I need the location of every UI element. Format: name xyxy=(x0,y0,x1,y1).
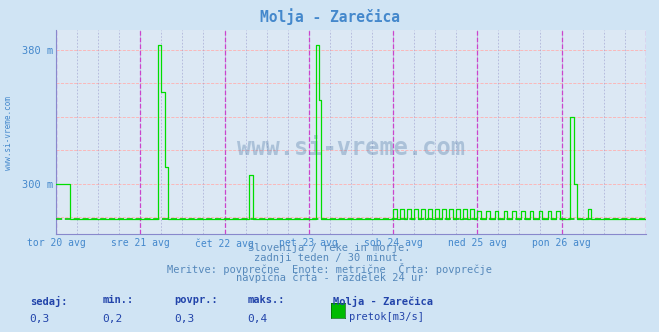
Text: min.:: min.: xyxy=(102,295,133,305)
Text: 0,3: 0,3 xyxy=(30,314,50,324)
Text: Molja - Zarečica: Molja - Zarečica xyxy=(333,295,433,306)
Text: www.si-vreme.com: www.si-vreme.com xyxy=(237,136,465,160)
Text: 0,2: 0,2 xyxy=(102,314,123,324)
Text: Meritve: povprečne  Enote: metrične  Črta: povprečje: Meritve: povprečne Enote: metrične Črta:… xyxy=(167,263,492,275)
Text: povpr.:: povpr.: xyxy=(175,295,218,305)
Text: pretok[m3/s]: pretok[m3/s] xyxy=(349,312,424,322)
Text: sedaj:: sedaj: xyxy=(30,295,67,306)
Text: navpična črta - razdelek 24 ur: navpična črta - razdelek 24 ur xyxy=(236,273,423,284)
Text: www.si-vreme.com: www.si-vreme.com xyxy=(4,96,13,170)
Text: 0,4: 0,4 xyxy=(247,314,268,324)
Text: 0,3: 0,3 xyxy=(175,314,195,324)
Text: zadnji teden / 30 minut.: zadnji teden / 30 minut. xyxy=(254,253,405,263)
Text: maks.:: maks.: xyxy=(247,295,285,305)
Text: Molja - Zarečica: Molja - Zarečica xyxy=(260,8,399,25)
Text: Slovenija / reke in morje.: Slovenija / reke in morje. xyxy=(248,243,411,253)
